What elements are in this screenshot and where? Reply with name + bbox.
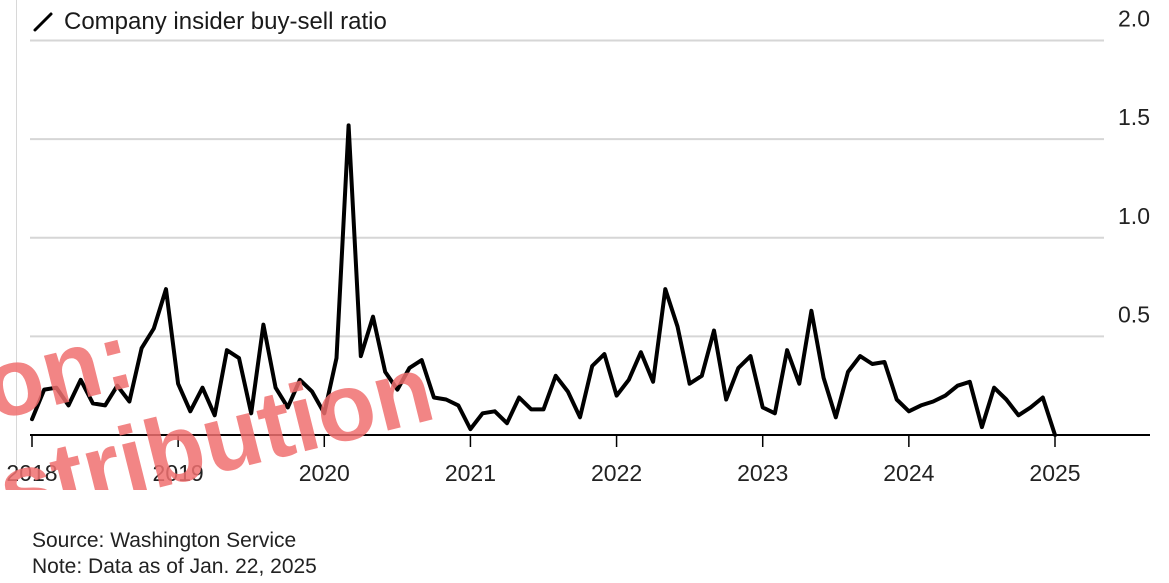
footer: Source: Washington Service Note: Data as… [32,528,317,580]
legend-line-icon [33,12,53,32]
data-note: Note: Data as of Jan. 22, 2025 [32,555,317,578]
x-tick-label: 2018 [6,460,57,486]
source-note: Source: Washington Service [32,529,297,552]
x-tick-label: 2019 [153,460,204,486]
x-tick-label: 2024 [883,460,934,486]
legend-label: Company insider buy-sell ratio [64,8,387,35]
series-line [30,123,1057,437]
legend: Company insider buy-sell ratio [32,8,387,36]
frame-rule [16,0,17,465]
y-tick-label: 1.5 [1118,104,1150,130]
x-tick-label: 2020 [299,460,350,486]
y-tick-label: 1.0 [1118,203,1150,229]
x-tick-label: 2022 [591,460,642,486]
x-tick-label: 2021 [445,460,496,486]
x-tick-label: 2025 [1029,460,1080,486]
y-tick-label: 0.5 [1118,301,1150,327]
x-tick-label: 2023 [737,460,788,486]
y-tick-label: 2.0 [1118,6,1150,32]
